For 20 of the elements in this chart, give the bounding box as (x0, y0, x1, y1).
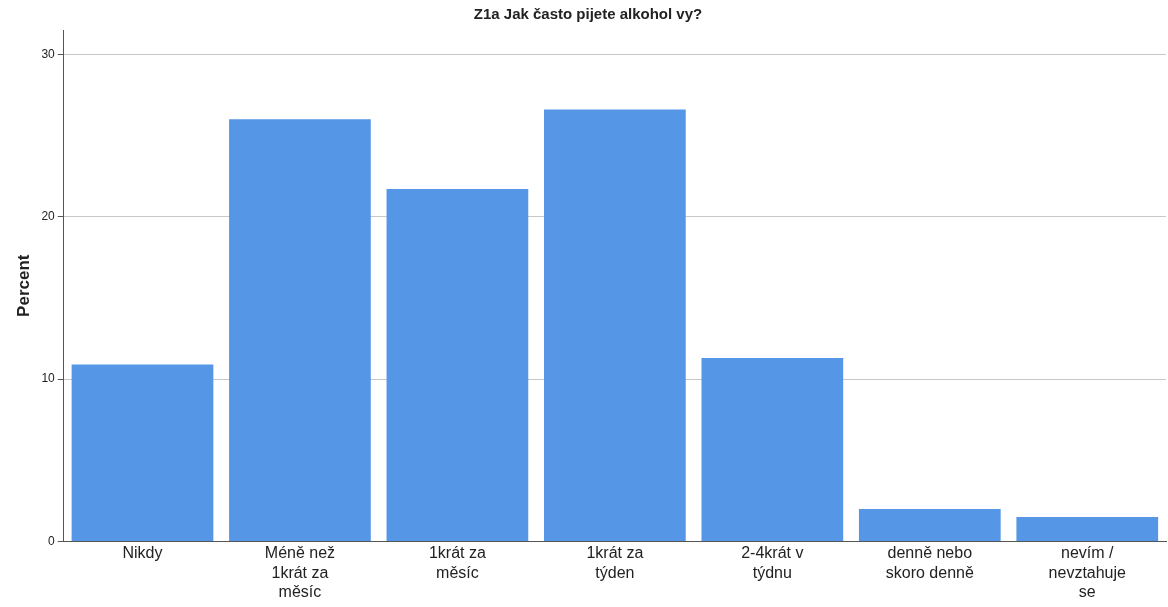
x-tick-label: Méně než 1krát za měsíc (264, 544, 336, 600)
bar (544, 109, 686, 541)
y-tick-label: 30 (41, 46, 56, 61)
bar (229, 119, 371, 541)
bar (1016, 517, 1159, 541)
x-tick-label: 2-4krát v týdnu (741, 544, 804, 581)
y-axis-title: Percent (13, 254, 33, 317)
x-tick-label: 1krát za týden (586, 544, 644, 581)
x-tick-label: 1krát za měsíc (428, 544, 486, 581)
y-tick-label: 0 (48, 533, 56, 548)
bar (386, 189, 529, 541)
x-tick-label: nevím / nevztahuje se (1048, 544, 1127, 600)
bar (701, 357, 844, 541)
x-tick-label: Nikdy (122, 544, 163, 562)
bar (858, 508, 1001, 541)
bar (71, 364, 214, 541)
chart-title: Z1a Jak často pijete alkohol vy? (473, 5, 703, 23)
y-tick-label: 20 (41, 209, 56, 224)
y-tick-label: 10 (41, 371, 56, 386)
x-tick-label: denně nebo skoro denně (885, 544, 974, 581)
